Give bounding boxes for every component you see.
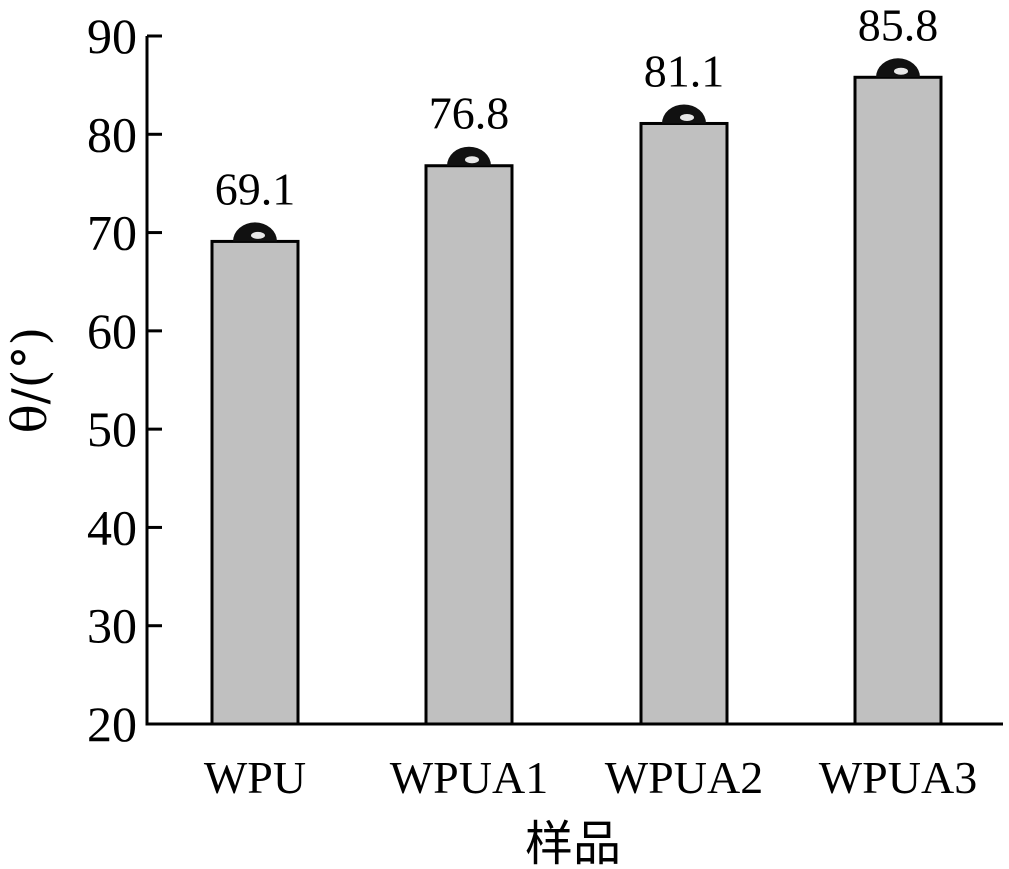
y-tick-label: 90: [87, 8, 137, 64]
x-tick-label: WPUA1: [390, 752, 548, 803]
bar: [639, 121, 729, 726]
y-tick-label: 60: [87, 303, 137, 359]
data-label: 81.1: [644, 45, 725, 96]
bars-layer: [210, 58, 943, 726]
value-labels: 69.1 76.8 81.1 85.8: [215, 0, 939, 214]
data-label: 85.8: [858, 0, 939, 50]
droplet-highlight: [894, 67, 908, 75]
droplet-highlight: [251, 231, 265, 239]
y-ticks: 20 30 40 50 60 70 80 90: [87, 8, 162, 752]
bar: [424, 164, 514, 726]
droplet-image: [233, 222, 277, 242]
droplet-highlight: [680, 113, 694, 121]
y-tick-label: 20: [87, 696, 137, 752]
y-tick-label: 70: [87, 205, 137, 261]
x-tick-label: WPU: [204, 752, 306, 803]
axes-layer: [145, 36, 1003, 726]
x-tick-label: WPUA2: [605, 752, 763, 803]
bar: [210, 239, 300, 726]
y-tick-label: 40: [87, 499, 137, 555]
bar: [853, 75, 943, 726]
droplet-image: [662, 104, 706, 124]
y-tick-label: 50: [87, 401, 137, 457]
droplet-highlight: [465, 156, 479, 164]
droplet-image: [447, 146, 491, 166]
droplet-image: [876, 58, 920, 78]
y-tick-label: 80: [87, 106, 137, 162]
y-axis-title: θ/(°): [2, 327, 58, 434]
x-tick-labels: WPU WPUA1 WPUA2 WPUA3: [204, 752, 977, 803]
y-tick-label: 30: [87, 598, 137, 654]
x-axis-title: 样品: [525, 816, 621, 869]
x-tick-label: WPUA3: [819, 752, 977, 803]
data-label: 69.1: [215, 163, 296, 214]
data-label: 76.8: [429, 88, 510, 139]
